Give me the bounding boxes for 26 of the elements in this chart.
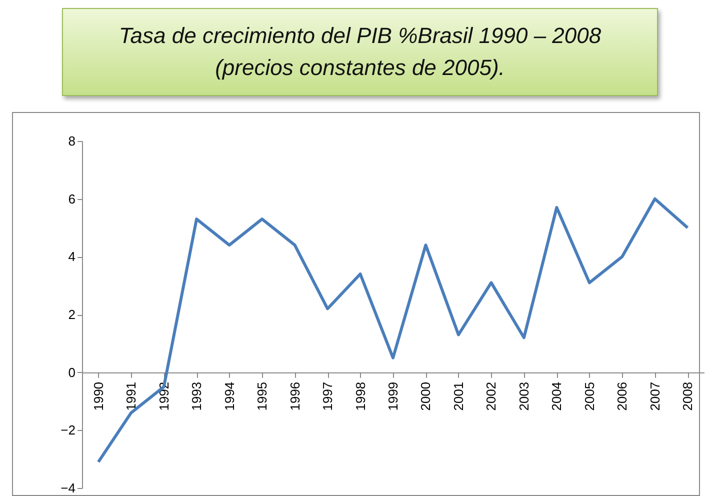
y-tick-label: 4 (68, 249, 76, 264)
x-tick-label: 2000 (418, 382, 434, 411)
y-tick-label: −4 (60, 480, 76, 496)
chart-title: Tasa de crecimiento del PIB %Brasil 1990 – 2008 (precios constantes de 2005). (62, 8, 658, 96)
x-tick-label: 2001 (450, 382, 466, 411)
y-tick-label: 2 (68, 307, 76, 322)
x-tick-label: 1999 (386, 382, 400, 411)
x-tick-label: 2002 (484, 382, 499, 411)
x-tick-label: 1996 (287, 382, 302, 411)
x-tick-label: 1993 (189, 382, 204, 411)
x-tick-label: 2006 (614, 382, 630, 411)
x-tick-label: 1995 (254, 382, 270, 411)
x-tick-label: 2008 (680, 382, 696, 411)
y-tick-label: 0 (68, 364, 76, 380)
x-tick-label: 2004 (549, 382, 564, 411)
x-tick-label: 1997 (320, 382, 336, 411)
x-tick-label: 1994 (222, 382, 237, 411)
x-tick-label: 2003 (516, 382, 532, 411)
y-tick-label: 6 (68, 191, 76, 206)
y-tick-label: −2 (60, 422, 76, 438)
x-tick-label: 2005 (582, 382, 597, 411)
x-tick-label: 1991 (124, 382, 139, 411)
x-tick-label: 1998 (352, 382, 368, 411)
x-tick-label: 1990 (90, 382, 106, 411)
x-tick-label: 2007 (647, 382, 662, 411)
y-tick-label: 8 (68, 134, 76, 148)
